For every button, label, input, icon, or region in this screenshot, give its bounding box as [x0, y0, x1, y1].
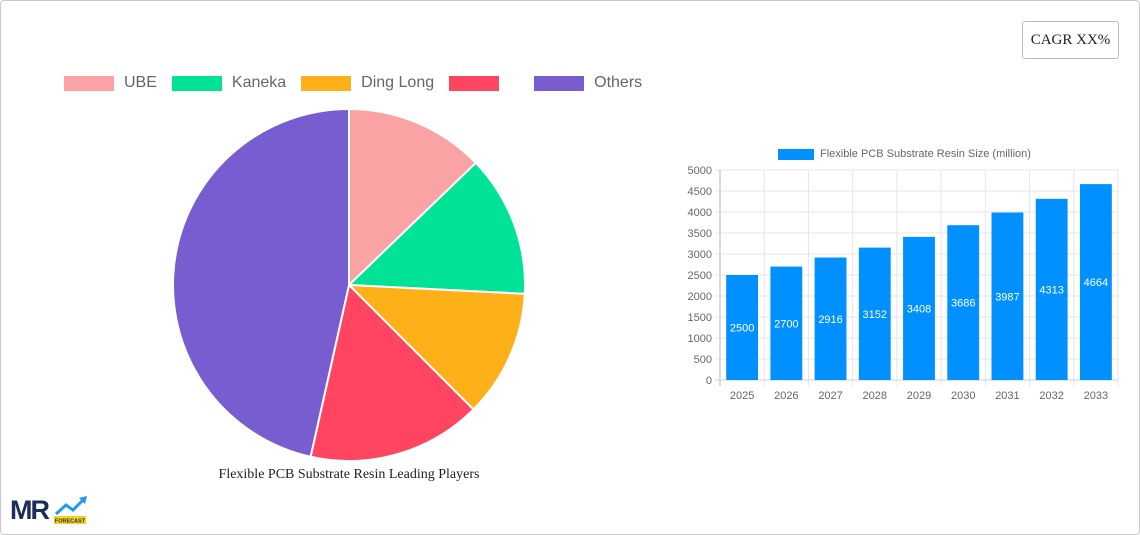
- pie-slice[interactable]: [346, 283, 526, 411]
- pie-legend-item[interactable]: UBE: [64, 74, 157, 92]
- bar[interactable]: [770, 266, 803, 380]
- x-tick-label: 2033: [1084, 390, 1108, 402]
- bar-value-label: 3987: [995, 291, 1019, 303]
- bar[interactable]: [947, 225, 980, 380]
- x-tick-label: 2027: [818, 390, 842, 402]
- legend-label: Others: [594, 74, 643, 91]
- bar-value-label: 4313: [1039, 284, 1063, 296]
- logo-subtext: FORECAST: [55, 519, 86, 525]
- pie-legend: UBE Kaneka Ding Long Others: [64, 74, 657, 92]
- logo-text: MR: [10, 495, 49, 525]
- mr-forecast-logo: MR FORECAST: [10, 494, 90, 526]
- y-tick-label: 500: [694, 354, 712, 366]
- pie-slice[interactable]: [346, 161, 526, 295]
- bar-chart: 0 500 1000 1500 2000 2500 3000 3500 4000 4500 5000…: [660, 140, 1130, 410]
- bar-chart-svg: 0 500 1000 1500 2000 2500 3000 3500 4000 4500 5000…: [688, 165, 1119, 402]
- bar-legend[interactable]: Flexible PCB Substrate Resin Size (milli…: [778, 148, 1031, 160]
- x-tick-label: 2029: [907, 390, 931, 402]
- legend-label: Kaneka: [231, 74, 287, 91]
- bar-value-label: 3408: [907, 303, 931, 315]
- pie-slice[interactable]: [172, 107, 350, 458]
- bar[interactable]: [991, 212, 1024, 380]
- bar[interactable]: [858, 247, 891, 380]
- bar[interactable]: [1079, 184, 1112, 380]
- y-tick-label: 4000: [688, 207, 712, 219]
- bar-value-label: 3686: [951, 298, 975, 310]
- bar-legend-swatch: [778, 148, 814, 160]
- y-tick-label: 2000: [688, 291, 712, 303]
- y-tick-label: 4500: [688, 186, 712, 198]
- y-tick-label: 3000: [688, 249, 712, 261]
- x-tick-label: 2028: [863, 390, 887, 402]
- bar[interactable]: [726, 275, 759, 380]
- bar[interactable]: [1035, 198, 1068, 380]
- x-tick-label: 2030: [951, 390, 975, 402]
- y-tick-label: 3500: [688, 228, 712, 240]
- bar[interactable]: [814, 257, 847, 380]
- bar-value-label: 2700: [774, 318, 798, 330]
- bar-value-label: 2500: [730, 323, 754, 335]
- trend-arrow-icon: [79, 496, 87, 504]
- y-tick-label: 1500: [688, 312, 712, 324]
- pie-chart: [170, 106, 528, 464]
- bar[interactable]: [903, 236, 935, 380]
- legend-swatch: [301, 75, 352, 91]
- pie-legend-item[interactable]: Kaneka: [171, 74, 287, 92]
- bar-value-label: 2916: [818, 314, 842, 326]
- y-tick-label: 1000: [688, 333, 712, 345]
- pie-legend-item[interactable]: Others: [534, 74, 642, 92]
- legend-label: UBE: [124, 74, 157, 91]
- pie-chart-title: Flexible PCB Substrate Resin Leading Pla…: [218, 467, 480, 482]
- x-tick-label: 2031: [995, 390, 1019, 402]
- pie-legend-item[interactable]: Ding Long: [301, 74, 434, 92]
- legend-swatch: [534, 75, 585, 91]
- pie-slice[interactable]: [309, 283, 475, 462]
- pie-slice[interactable]: [348, 107, 478, 288]
- legend-swatch: [449, 75, 500, 91]
- x-tick-label: 2032: [1039, 390, 1063, 402]
- y-tick-label: 5000: [688, 165, 712, 177]
- x-tick-label: 2026: [774, 390, 798, 402]
- cagr-label: CAGR XX%: [1030, 31, 1111, 48]
- bar-legend-label: Flexible PCB Substrate Resin Size (milli…: [820, 148, 1031, 160]
- legend-swatch: [64, 75, 114, 91]
- legend-label: Ding Long: [361, 74, 435, 91]
- x-tick-label: 2025: [730, 390, 754, 402]
- bar-value-label: 3152: [863, 309, 887, 321]
- legend-swatch: [171, 75, 222, 91]
- y-tick-label: 0: [706, 375, 712, 387]
- pie-legend-item[interactable]: [449, 75, 519, 91]
- bar-value-label: 4664: [1084, 277, 1108, 289]
- pie-chart-svg: [172, 107, 526, 462]
- y-tick-label: 2500: [688, 270, 712, 282]
- cagr-badge: CAGR XX%: [1022, 21, 1119, 59]
